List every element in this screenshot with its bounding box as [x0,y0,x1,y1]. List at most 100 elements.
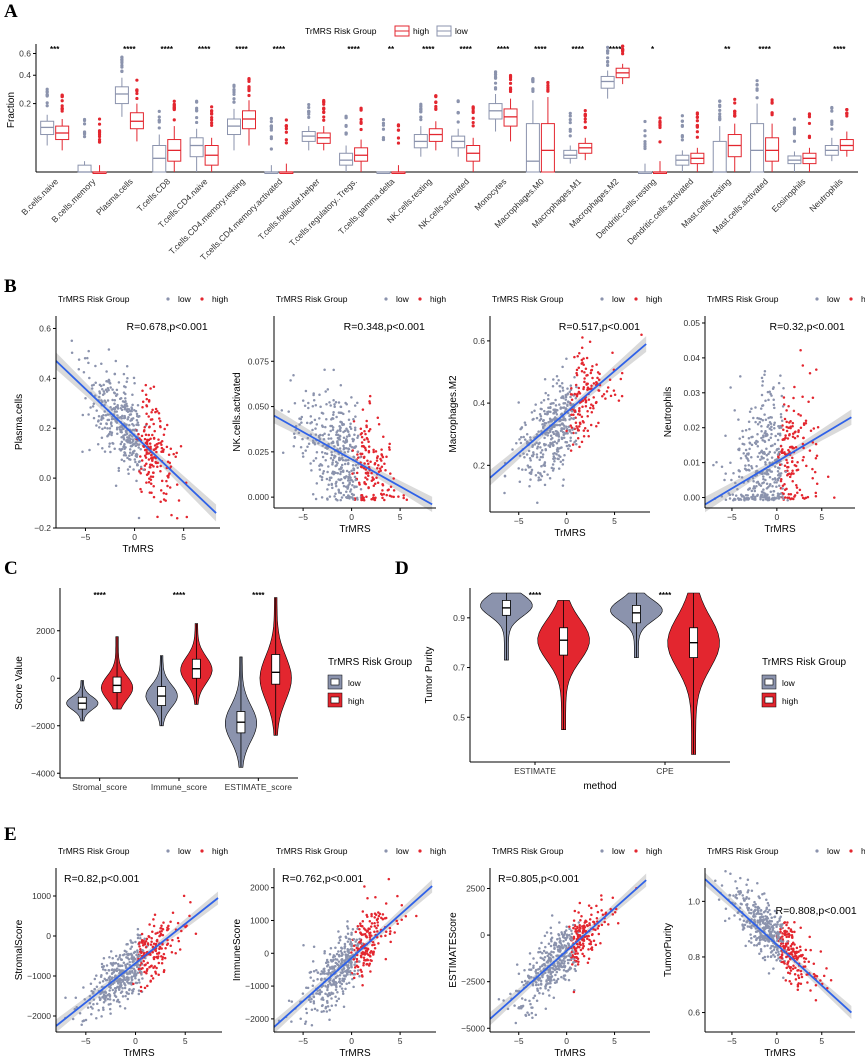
outlier [808,135,811,138]
data-point [102,968,105,971]
data-point [804,965,807,968]
data-point [578,410,581,413]
data-point [170,514,173,517]
data-point [562,484,565,487]
outlier [158,110,161,113]
data-point [790,930,793,933]
data-point [349,973,352,976]
data-point [756,944,759,947]
data-point [139,937,142,940]
data-point [763,926,766,929]
data-point [293,445,296,448]
data-point [310,415,313,418]
outlier [307,111,310,114]
data-point [769,913,772,916]
data-point [105,380,108,383]
data-point [769,427,772,430]
data-point [754,921,757,924]
data-point [378,470,381,473]
data-point [160,489,163,492]
data-point [786,466,789,469]
data-point [541,976,544,979]
data-point [766,469,769,472]
data-point [107,389,110,392]
data-point [133,973,136,976]
data-point [764,479,767,482]
data-point [571,410,574,413]
data-point [154,411,157,414]
data-point [780,445,783,448]
data-point [347,932,350,935]
data-point [782,387,785,390]
data-point [141,933,144,936]
data-point [146,969,149,972]
data-point [558,435,561,438]
data-point [333,405,336,408]
outlier [621,52,624,55]
data-point [137,415,140,418]
data-point [338,955,341,958]
data-point [348,473,351,476]
outlier [285,131,288,134]
data-point [563,965,566,968]
data-point [793,386,796,389]
data-point [338,936,341,939]
data-point [135,423,138,426]
scatter-e1: TrMRS Risk Group low high−5 0 5−2000−1000010… [14,846,228,1059]
data-point [334,455,337,458]
data-point [767,391,770,394]
data-point [725,499,728,502]
data-point [345,959,348,962]
data-point [782,945,785,948]
data-point [362,962,365,965]
data-point [591,365,594,368]
data-point [769,947,772,950]
data-point [601,924,604,927]
data-point [120,970,123,973]
data-point [787,426,790,429]
data-point [332,417,335,420]
data-point [140,466,143,469]
y-tick-label: 0.0 [39,473,51,483]
data-point [753,935,756,938]
data-point [560,942,563,945]
data-point [137,971,140,974]
data-point [776,935,779,938]
data-point [294,402,297,405]
data-point [358,975,361,978]
outlier [247,87,250,90]
data-point [88,377,91,380]
data-point [788,936,791,939]
data-point [813,427,816,430]
data-point [585,383,588,386]
data-point [777,439,780,442]
data-point [585,401,588,404]
data-point [388,443,391,446]
data-point [785,409,788,412]
data-point [340,384,343,387]
data-point [116,970,119,973]
data-point [569,437,572,440]
outlier [434,100,437,103]
data-point [316,423,319,426]
regression-line [274,416,432,505]
data-point [833,496,836,499]
data-point [550,926,553,929]
data-point [571,428,574,431]
regression-line [490,344,646,478]
data-point [335,481,338,484]
data-point [771,444,774,447]
data-point [532,455,535,458]
data-point [764,430,767,433]
x-tick-label: T.cells.follicular.helper [256,176,322,242]
data-point [369,962,372,965]
data-point [559,424,562,427]
data-point [792,950,795,953]
data-point [618,399,621,402]
correlation-annotation: R=0.348,p<0.001 [344,321,425,333]
data-point [372,950,375,953]
data-point [92,405,95,408]
data-point [365,426,368,429]
data-point [575,440,578,443]
y-axis-label: Fraction [6,92,17,128]
